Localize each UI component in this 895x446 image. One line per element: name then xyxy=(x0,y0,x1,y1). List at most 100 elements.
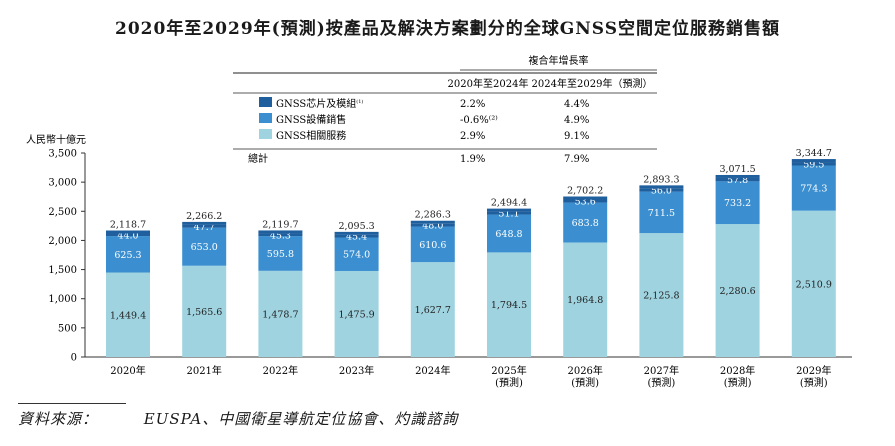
bar-segment xyxy=(106,233,150,237)
bar-segment xyxy=(563,202,608,243)
bar-segment xyxy=(791,210,836,357)
bar-top-cap xyxy=(563,196,608,200)
bar-value-label: 2,280.6 xyxy=(719,286,755,297)
bar-top-cap xyxy=(106,230,150,234)
bar-segment xyxy=(410,226,455,263)
bar-top-cap xyxy=(639,185,684,189)
bar-value-label: 1,449.4 xyxy=(110,310,146,321)
legend-label: GNSS設備銷售 xyxy=(276,113,346,126)
bar-segment xyxy=(563,199,608,203)
chart-bars: 1,449.4 625.3 44.02,118.7 2020年 1,565.6 653.0… xyxy=(106,148,836,389)
bar-segment xyxy=(791,162,836,166)
bar-top-cap xyxy=(410,220,455,224)
bar-segment xyxy=(258,270,303,357)
bar-total-label: 2,095.3 xyxy=(338,221,374,232)
bar-top-cap xyxy=(715,174,760,178)
bar-segment xyxy=(791,165,836,211)
source-text: EUSPA、中國衛星導航定位協會、灼識諮詢 xyxy=(143,410,459,428)
bar-top-cap xyxy=(258,230,303,234)
bar-value-label: 2,510.9 xyxy=(796,279,832,290)
y-tick-label: 0 xyxy=(71,353,77,364)
bar-segment xyxy=(182,265,227,357)
bar-segment xyxy=(563,242,608,357)
cagr-total-value: 1.9% xyxy=(460,154,485,165)
bar-segment xyxy=(258,236,303,271)
bar-value-label: 1,478.7 xyxy=(262,309,298,320)
y-tick-label: 500 xyxy=(58,323,77,334)
bar-segment xyxy=(410,262,455,357)
cagr-value: 2.9% xyxy=(460,131,485,142)
bar-total-label: 2,119.7 xyxy=(262,219,298,230)
bar-value-label: 51.1 xyxy=(498,209,519,220)
bar-value-label: 683.8 xyxy=(572,218,599,229)
bar-total-label: 2,286.3 xyxy=(415,210,451,221)
legend-swatch xyxy=(259,113,272,123)
bar-value-label: 610.6 xyxy=(419,240,446,251)
bar-value-label: 733.2 xyxy=(724,198,751,209)
bar-segment xyxy=(639,188,684,192)
bar-value-label: 653.0 xyxy=(191,242,218,253)
bar-value-label: 1,475.9 xyxy=(338,309,374,320)
bar-total-label: 2,893.3 xyxy=(643,174,679,185)
x-tick-sublabel: (預測) xyxy=(647,376,675,389)
cagr-total-value: 7.9% xyxy=(564,154,589,165)
cagr-column-header: 2024年至2029年（預測） xyxy=(532,77,653,90)
y-tick-label: 1,000 xyxy=(48,294,77,305)
bar-value-label: 774.3 xyxy=(800,184,827,195)
source-divider xyxy=(18,403,126,404)
bar-value-label: 1,627.7 xyxy=(415,305,451,316)
bar-value-label: 47.7 xyxy=(194,222,215,233)
bar-top-cap xyxy=(791,159,836,163)
x-tick-sublabel: (預測) xyxy=(724,376,752,389)
bar-segment xyxy=(715,181,760,225)
bar-segment xyxy=(182,227,227,266)
x-tick-sublabel: (預測) xyxy=(571,376,599,389)
bar-total-label: 2,118.7 xyxy=(110,220,146,231)
bar-value-label: 2,125.8 xyxy=(643,291,679,302)
bar-total-label: 2,702.2 xyxy=(567,186,603,197)
cagr-header: 複合年增長率 xyxy=(529,54,589,67)
bar-value-label: 625.3 xyxy=(114,250,141,261)
bar-top-cap xyxy=(182,221,227,225)
y-tick-label: 2,500 xyxy=(48,207,77,218)
bar-segment xyxy=(487,211,531,215)
legend-swatch xyxy=(259,97,272,107)
x-tick-label: 2026年 xyxy=(567,364,602,377)
bar-value-label: 44.0 xyxy=(117,230,138,241)
bar-value-label: 53.6 xyxy=(575,197,596,208)
bar-segment xyxy=(715,177,760,182)
bar-segment xyxy=(106,272,150,357)
source-note: 資料來源： EUSPA、中國衛星導航定位協會、灼識諮詢 xyxy=(18,408,458,429)
x-tick-label: 2029年 xyxy=(796,364,831,377)
y-axis-label: 人民幣十億元 xyxy=(26,133,86,146)
bar-value-label: 45.3 xyxy=(270,230,291,241)
bar-segment xyxy=(639,233,684,357)
bar-value-label: 56.0 xyxy=(651,185,672,196)
bar-top-cap xyxy=(487,208,531,212)
bar-total-label: 2,266.2 xyxy=(186,211,222,222)
bar-value-label: 595.8 xyxy=(267,249,294,260)
bar-segment xyxy=(334,237,379,271)
bar-segment xyxy=(334,270,379,357)
cagr-value: 2.2% xyxy=(460,99,485,110)
bar-value-label: 1,794.5 xyxy=(491,300,527,311)
bar-segment xyxy=(410,223,455,227)
bar-segment xyxy=(715,224,760,357)
y-tick-label: 1,500 xyxy=(48,265,77,276)
bar-value-label: 1,964.8 xyxy=(567,295,603,306)
x-tick-label: 2024年 xyxy=(415,364,450,377)
cagr-value: 9.1% xyxy=(564,131,589,142)
cagr-value: 4.4% xyxy=(564,99,589,110)
page-title: 2020年至2029年(預測)按產品及解決方案劃分的全球GNSS空間定位服務銷售… xyxy=(115,19,780,39)
bar-segment xyxy=(487,252,531,357)
x-tick-label: 2025年 xyxy=(491,364,526,377)
legend-label: GNSS芯片及模組(1) xyxy=(276,97,363,110)
bar-total-label: 3,071.5 xyxy=(719,164,755,175)
bar-value-label: 1,565.6 xyxy=(186,307,222,318)
bar-top-cap xyxy=(334,231,379,235)
x-tick-sublabel: (預測) xyxy=(495,376,523,389)
bar-segment xyxy=(106,236,150,273)
bar-value-label: 57.8 xyxy=(727,175,748,186)
